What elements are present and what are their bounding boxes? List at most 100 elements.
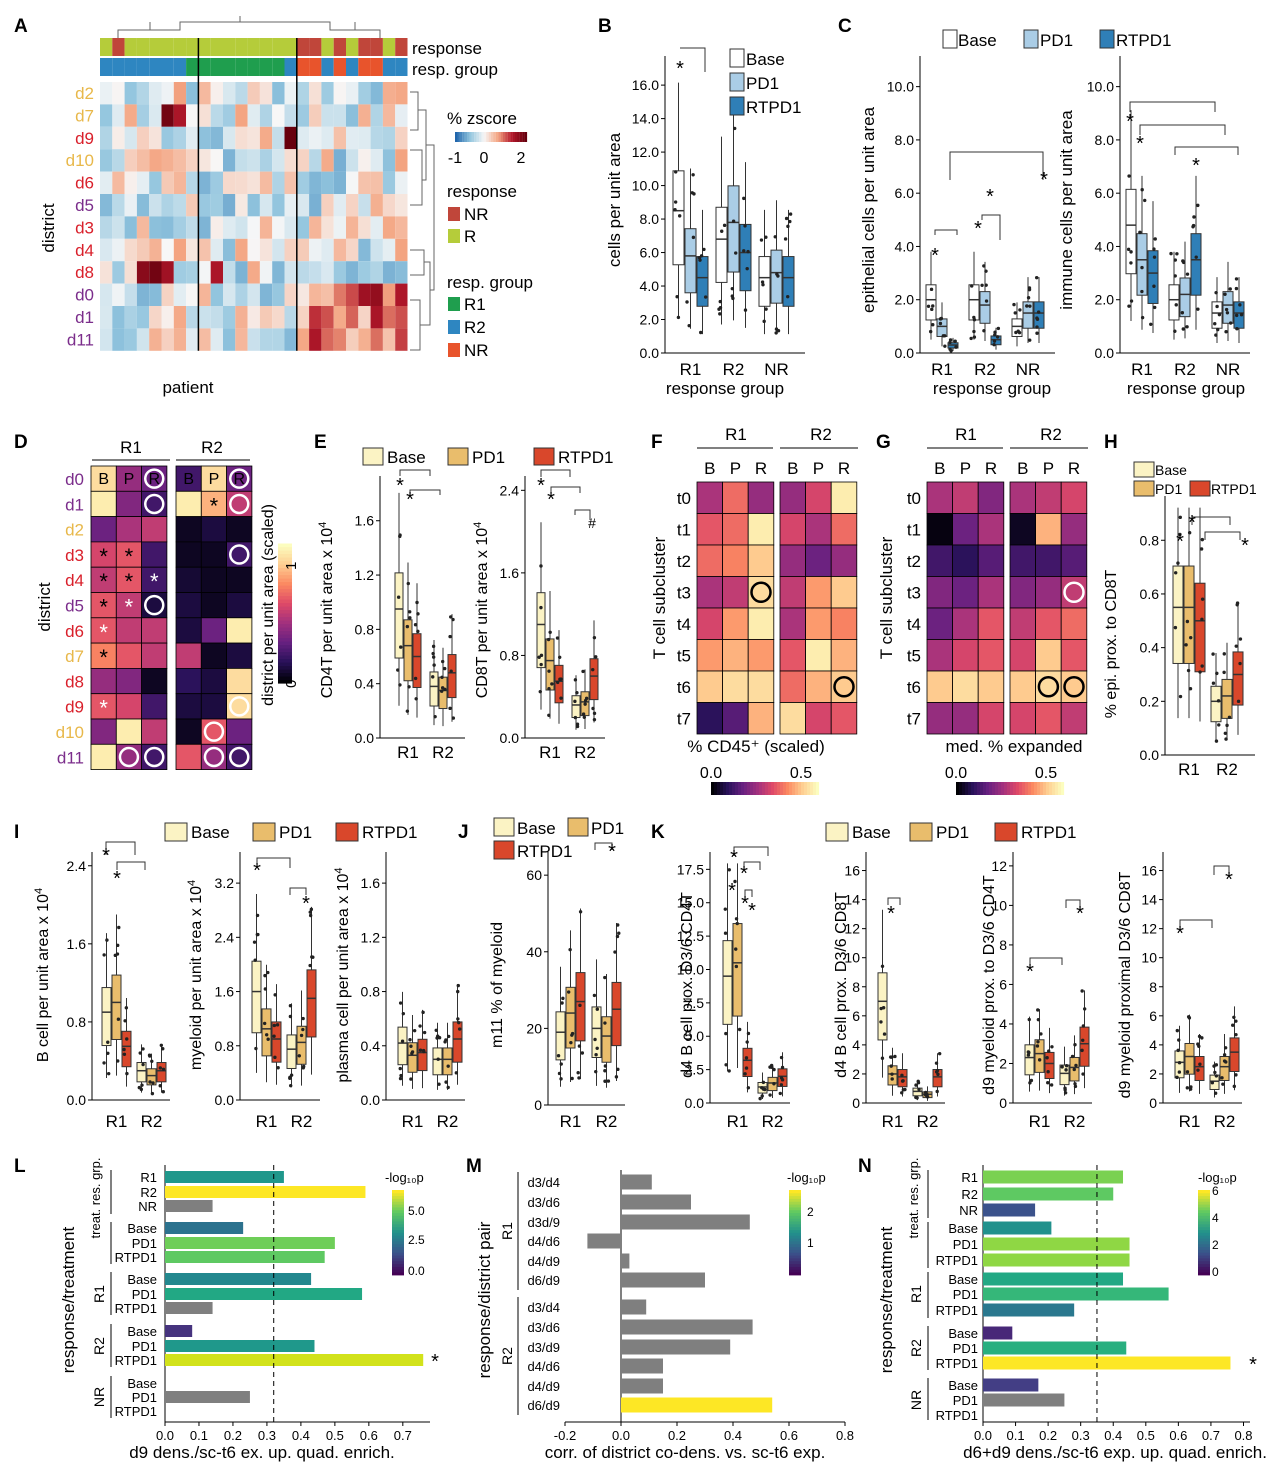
- y-tick-label: 8.0: [895, 132, 915, 148]
- data-point: [1234, 1073, 1238, 1077]
- significance-star: *: [99, 544, 108, 569]
- bar-category-label: R2: [140, 1185, 157, 1200]
- bar: [983, 1272, 1124, 1286]
- bar-category-label: PD1: [132, 1236, 157, 1251]
- heatmap-cell: [395, 149, 408, 172]
- heatmap-cell: [186, 194, 199, 217]
- heatmap-cell: [115, 516, 143, 543]
- data-point: [125, 1037, 129, 1041]
- x-group-label: R1: [727, 1112, 749, 1131]
- annotation-group-cell: [161, 58, 174, 76]
- colorbar-step: [1055, 782, 1059, 795]
- heatmap-cell: [136, 126, 150, 150]
- bar: [983, 1393, 1065, 1407]
- heatmap-cell: [321, 306, 334, 329]
- data-point: [256, 932, 260, 937]
- box: [1024, 1044, 1035, 1076]
- colorbar-step: [392, 1249, 404, 1253]
- panel-h-boxplot: Base PD1 RTPD1 0.00.20.40.60.8R1 R2*** % …: [1103, 461, 1257, 779]
- heatmap-cell: [100, 306, 113, 329]
- data-point: [1214, 739, 1219, 743]
- data-point: [1234, 1019, 1238, 1023]
- m-ylabel: response/district pair: [475, 1221, 494, 1378]
- data-point: [1127, 304, 1131, 308]
- data-point: [288, 1014, 293, 1019]
- heatmap-cell: [358, 261, 371, 284]
- colorbar-step: [1028, 782, 1032, 795]
- heatmap-cell: [175, 718, 202, 745]
- data-point: [758, 1096, 762, 1101]
- bar-category-label: Base: [948, 1221, 978, 1236]
- heatmap-cell: [235, 194, 248, 217]
- data-point: [546, 637, 551, 642]
- x-tick-label: 0.2: [668, 1428, 686, 1443]
- heatmap-cell: [830, 702, 858, 735]
- data-point: [1223, 731, 1228, 736]
- panel-letter-m: M: [466, 1156, 482, 1177]
- colorbar-step: [1001, 782, 1005, 795]
- data-point: [308, 910, 312, 914]
- heatmap-cell: [395, 126, 408, 150]
- data-point: [594, 1069, 598, 1074]
- heatmap-cell: [346, 82, 359, 105]
- data-point: [437, 1036, 442, 1040]
- annotation-group-cell: [321, 58, 334, 76]
- data-point: [158, 1084, 162, 1088]
- box: [296, 1025, 307, 1065]
- data-point: [266, 970, 270, 975]
- legend-group-title: resp. group: [447, 273, 533, 292]
- legend-swatch-rtpd1: [994, 822, 1018, 842]
- significance-bracket: [409, 489, 441, 495]
- heatmap-cell: [1060, 607, 1088, 640]
- data-point: [1169, 251, 1173, 256]
- bar: [165, 1186, 366, 1198]
- y-tick-label: 0.0: [67, 1092, 87, 1108]
- heatmap-cell: [358, 126, 371, 150]
- data-point: [941, 334, 946, 338]
- colorbar-step: [798, 782, 802, 795]
- data-point: [890, 1072, 894, 1076]
- data-point: [1217, 723, 1221, 727]
- bar-category-label: d4/d6: [527, 1359, 560, 1374]
- y-tick-label: 16.0: [632, 77, 659, 93]
- bar-category-label: PD1: [132, 1390, 157, 1405]
- colorbar-step: [738, 782, 742, 795]
- panel-b-boxplot: 0.02.04.06.08.010.012.014.016.0R1 R2 NR* c…: [605, 47, 805, 398]
- heatmap-cell: [210, 261, 223, 284]
- data-point: [603, 1021, 607, 1025]
- heatmap-cell: [296, 149, 310, 172]
- data-point: [1129, 261, 1133, 265]
- data-point: [1198, 670, 1202, 674]
- y-tick-label: 0.0: [215, 1092, 235, 1108]
- l-cbar-tick: 0.0: [408, 1264, 425, 1278]
- box: [555, 1011, 566, 1061]
- heatmap-cell: [198, 283, 211, 306]
- heatmap-cell: [382, 171, 396, 194]
- data-point: [400, 1039, 405, 1043]
- data-point: [699, 330, 703, 335]
- myeloid-box-plot: 0.00.81.62.43.2R1 R2**: [215, 852, 320, 1131]
- x-tick-label: 0.7: [1202, 1428, 1220, 1443]
- data-point: [1028, 338, 1032, 342]
- legend-label: RTPD1: [517, 842, 572, 861]
- heatmap-cell: [296, 261, 310, 284]
- y-tick-label: 0.8: [500, 647, 520, 663]
- data-point: [158, 1066, 163, 1070]
- heatmap-cell: [210, 104, 223, 127]
- data-point: [1185, 325, 1189, 329]
- annotation-response-cell: [321, 38, 334, 56]
- legend-label: RTPD1: [1021, 823, 1076, 842]
- row-label: t3: [907, 584, 921, 603]
- n-cbar-tick: 2: [1212, 1238, 1219, 1252]
- data-point: [116, 1017, 121, 1021]
- panel-letter-b: B: [598, 16, 612, 37]
- legend-label: RTPD1: [1116, 31, 1171, 50]
- x-group-label: R2: [437, 1112, 459, 1131]
- heatmap-cell: [141, 516, 168, 543]
- significance-circle: [144, 493, 165, 515]
- data-point: [939, 316, 944, 321]
- data-point: [123, 1019, 127, 1023]
- colorbar-step: [789, 1241, 801, 1245]
- colorbar-step: [392, 1221, 404, 1225]
- colorbar-step: [723, 782, 727, 795]
